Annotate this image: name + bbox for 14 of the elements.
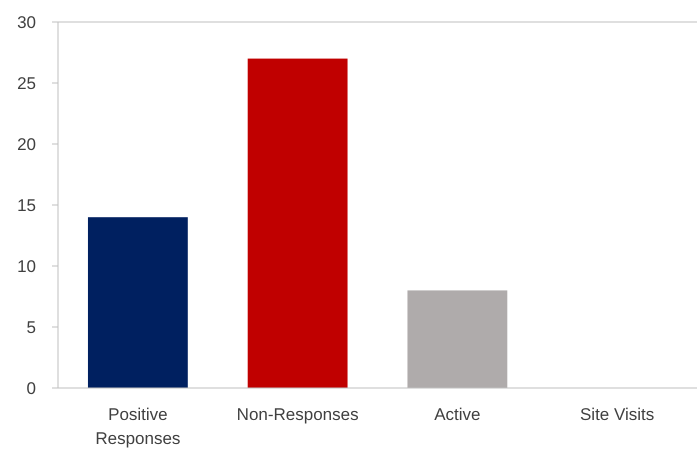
bar bbox=[88, 217, 188, 388]
y-tick-label: 25 bbox=[17, 74, 36, 93]
x-tick-label: Site Visits bbox=[580, 405, 654, 424]
x-tick-label: Positive Responses bbox=[95, 405, 180, 448]
y-tick-label: 20 bbox=[17, 134, 36, 154]
y-tick-label: 15 bbox=[17, 196, 36, 215]
bar bbox=[407, 290, 508, 388]
x-tick-label: Active bbox=[434, 405, 481, 424]
y-tick-label: 10 bbox=[17, 256, 36, 276]
x-tick-label: Non-Responses bbox=[236, 405, 359, 424]
bar bbox=[248, 58, 348, 388]
y-tick-label: 30 bbox=[17, 12, 36, 32]
y-tick-label: 0 bbox=[26, 378, 36, 398]
y-tick-label: 5 bbox=[26, 318, 36, 337]
